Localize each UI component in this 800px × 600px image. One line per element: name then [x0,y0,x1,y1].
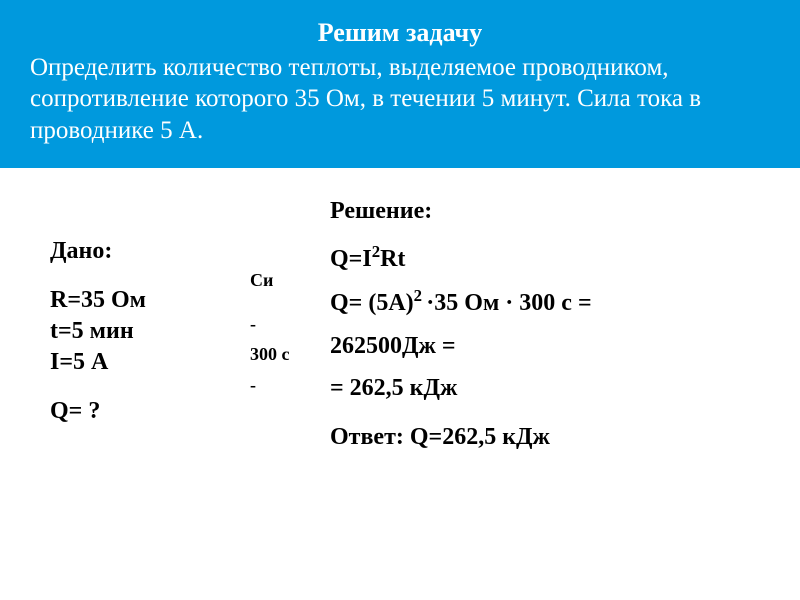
header-title: Решим задачу [30,18,770,48]
header-block: Решим задачу Определить количество тепло… [0,0,800,168]
solution-formula: Q=I2Rt [330,241,770,275]
given-t: t=5 мин [50,316,250,347]
calc-tail1: 35 Ом · 300 с = [434,290,591,316]
solution-answer: Ответ: Q=262,5 кДж [330,424,770,451]
si-I: - [250,370,320,401]
si-column: Си - 300 с - [250,198,320,452]
calc-head: Q= (5А) [330,290,414,316]
formula-tail: Rt [380,246,405,272]
solution-calc-2: 262500Дж = [330,330,770,362]
formula-head: Q=I [330,246,372,272]
solution-title: Решение: [330,198,770,225]
given-I: I=5 А [50,347,250,378]
calc-exp: 2 [414,286,427,305]
solution-calc-3: = 262,5 кДж [330,372,770,404]
given-title: Дано: [50,238,250,265]
content-area: Дано: R=35 Ом t=5 мин I=5 А Q= ? Си - 30… [0,168,800,452]
si-t: 300 с [250,339,320,370]
given-Q: Q= ? [50,398,250,425]
si-R: - [250,309,320,340]
si-title: Си [250,270,320,291]
solution-calc-1: Q= (5А)2 ·35 Ом · 300 с = [330,285,770,319]
header-problem-text: Определить количество теплоты, выделяемо… [30,52,770,146]
formula-exp: 2 [372,242,380,261]
given-R: R=35 Ом [50,285,250,316]
solution-column: Решение: Q=I2Rt Q= (5А)2 ·35 Ом · 300 с … [320,198,770,452]
given-column: Дано: R=35 Ом t=5 мин I=5 А Q= ? [50,198,250,452]
